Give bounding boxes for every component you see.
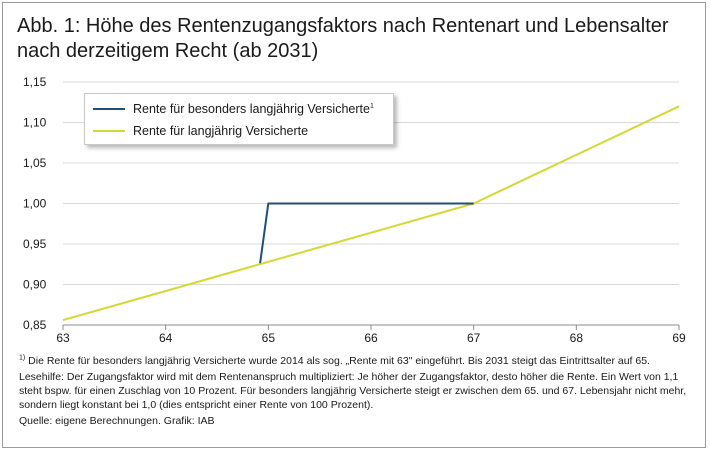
- y-tick-label: 0,85: [23, 318, 47, 332]
- figure-frame: [2, 2, 706, 448]
- series-line-0: [259, 202, 474, 264]
- legend-item-langjaehrig: Rente für langjährig Versicherte: [93, 121, 308, 141]
- legend-item-besonders-langjaehrig: Rente für besonders langjährig Versicher…: [93, 99, 374, 119]
- y-tick-label: 1,00: [23, 197, 47, 211]
- x-tick-label: 63: [56, 331, 70, 345]
- y-tick-label: 1,05: [23, 156, 47, 170]
- chart-title-line-2: nach derzeitigem Recht (ab 2031): [17, 40, 319, 62]
- chart-title: Abb. 1: Höhe des Rentenzugangsfaktors na…: [17, 14, 687, 64]
- y-tick-label: 0,95: [23, 237, 47, 251]
- x-tick-label: 69: [672, 331, 686, 345]
- legend-swatch-besonders-langjaehrig: [93, 108, 125, 110]
- footnotes: 1) Die Rente für besonders langjährig Ve…: [19, 354, 695, 430]
- lesehilfe-note: Lesehilfe: Der Zugangsfaktor wird mit de…: [19, 371, 687, 411]
- chart-title-line-1: Abb. 1: Höhe des Rentenzugangsfaktors na…: [17, 15, 669, 37]
- chart-legend: Rente für besonders langjährig Versicher…: [84, 93, 394, 145]
- series-line-1: [62, 105, 680, 322]
- legend-swatch-langjaehrig: [93, 130, 125, 132]
- source-note: Quelle: eigene Berechnungen. Grafik: IAB: [19, 415, 215, 427]
- legend-label-langjaehrig: Rente für langjährig Versicherte: [133, 124, 309, 138]
- x-tick-label: 68: [570, 331, 584, 345]
- x-tick-label: 65: [262, 331, 276, 345]
- legend-label-besonders-langjaehrig: Rente für besonders langjährig Versicher…: [133, 102, 374, 116]
- x-tick-label: 67: [467, 331, 481, 345]
- footnote-1: 1) Die Rente für besonders langjährig Ve…: [19, 354, 650, 368]
- x-tick-label: 64: [159, 331, 173, 345]
- y-tick-label: 1,10: [23, 116, 47, 130]
- x-tick-label: 66: [364, 331, 378, 345]
- y-tick-label: 1,15: [23, 75, 47, 89]
- y-tick-label: 0,90: [23, 278, 47, 292]
